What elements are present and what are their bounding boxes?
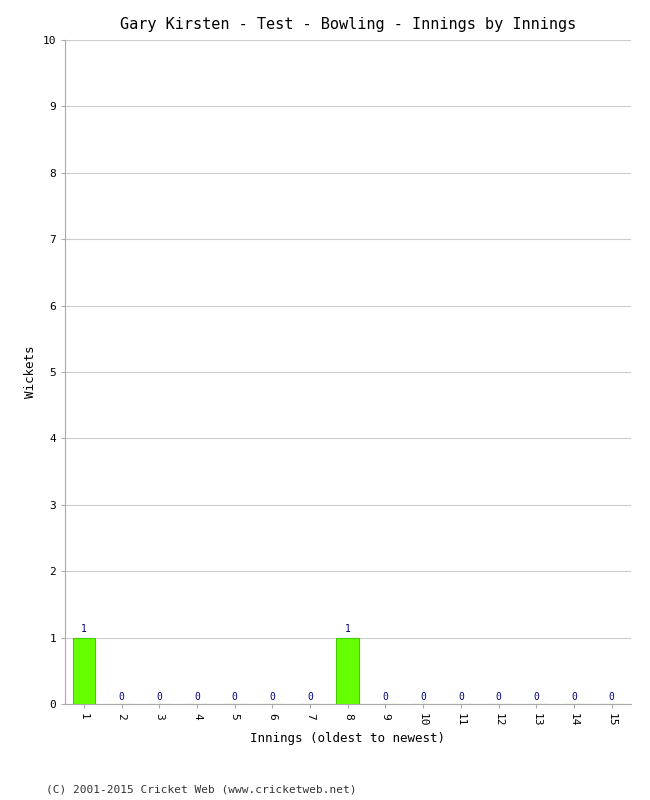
Text: 0: 0	[269, 692, 276, 702]
Text: 0: 0	[156, 692, 162, 702]
Bar	[73, 638, 95, 704]
Text: 0: 0	[307, 692, 313, 702]
Text: 0: 0	[571, 692, 577, 702]
Text: 0: 0	[533, 692, 540, 702]
Y-axis label: Wickets: Wickets	[24, 346, 37, 398]
Text: (C) 2001-2015 Cricket Web (www.cricketweb.net): (C) 2001-2015 Cricket Web (www.cricketwe…	[46, 784, 356, 794]
Bar	[337, 638, 359, 704]
Text: 0: 0	[608, 692, 615, 702]
Text: 0: 0	[118, 692, 125, 702]
Text: 1: 1	[81, 624, 87, 634]
Text: 0: 0	[458, 692, 464, 702]
Text: 0: 0	[495, 692, 502, 702]
Text: 1: 1	[344, 624, 351, 634]
Text: 0: 0	[382, 692, 389, 702]
Text: 0: 0	[420, 692, 426, 702]
Text: 0: 0	[194, 692, 200, 702]
Text: 0: 0	[231, 692, 238, 702]
Title: Gary Kirsten - Test - Bowling - Innings by Innings: Gary Kirsten - Test - Bowling - Innings …	[120, 17, 576, 32]
X-axis label: Innings (oldest to newest): Innings (oldest to newest)	[250, 732, 445, 745]
